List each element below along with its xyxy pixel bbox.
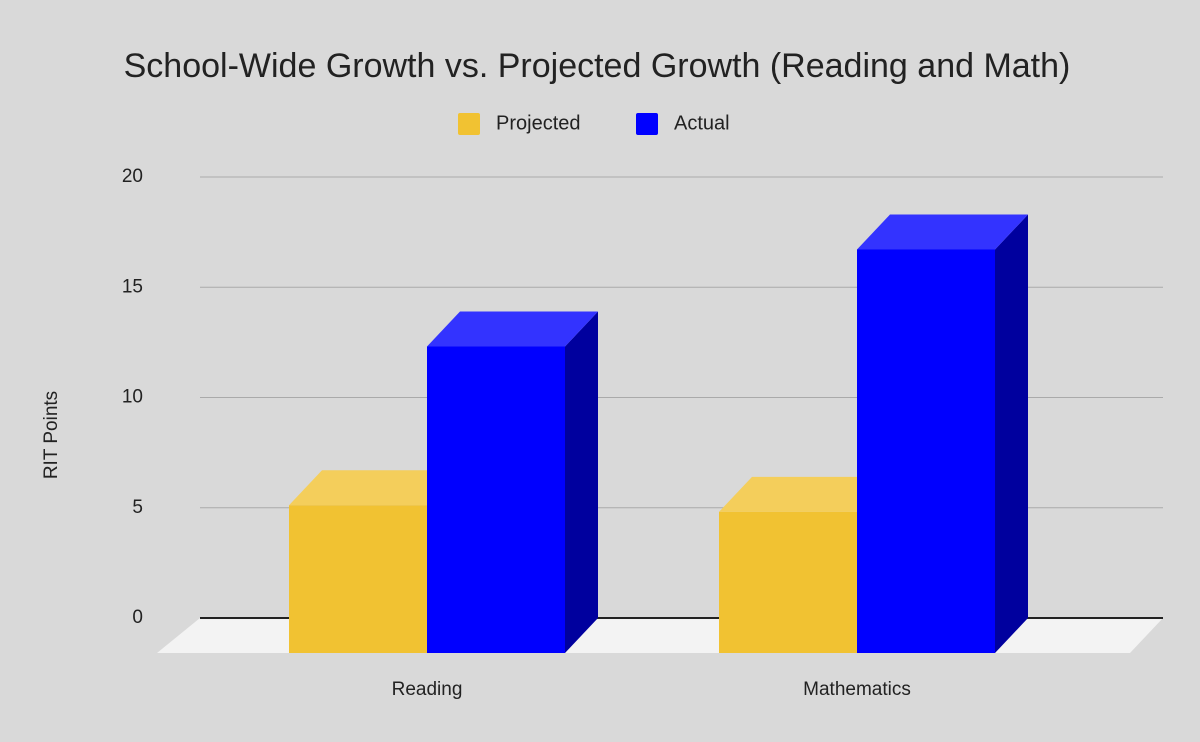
bar xyxy=(857,249,995,654)
y-axis-label: RIT Points xyxy=(41,391,62,479)
chart-title: School-Wide Growth vs. Projected Growth … xyxy=(124,47,1071,85)
bar-top xyxy=(857,214,1028,250)
bar xyxy=(289,505,427,653)
legend-swatch xyxy=(458,113,480,135)
bar xyxy=(719,511,857,653)
x-tick-label: Mathematics xyxy=(803,679,911,700)
y-tick-label: 0 xyxy=(132,607,143,628)
y-tick-label: 5 xyxy=(132,497,143,518)
bar-top xyxy=(289,470,460,506)
bar xyxy=(427,346,565,653)
legend-label: Actual xyxy=(674,112,730,134)
y-tick-label: 15 xyxy=(122,276,143,297)
bar-top xyxy=(719,476,890,512)
bar-side xyxy=(995,214,1028,654)
bar-top xyxy=(427,311,598,347)
y-tick-label: 10 xyxy=(122,387,143,408)
bar-side xyxy=(565,311,598,653)
x-tick-label: Reading xyxy=(392,679,463,700)
legend-swatch xyxy=(636,113,658,135)
legend-label: Projected xyxy=(496,112,581,134)
y-tick-label: 20 xyxy=(122,166,143,187)
